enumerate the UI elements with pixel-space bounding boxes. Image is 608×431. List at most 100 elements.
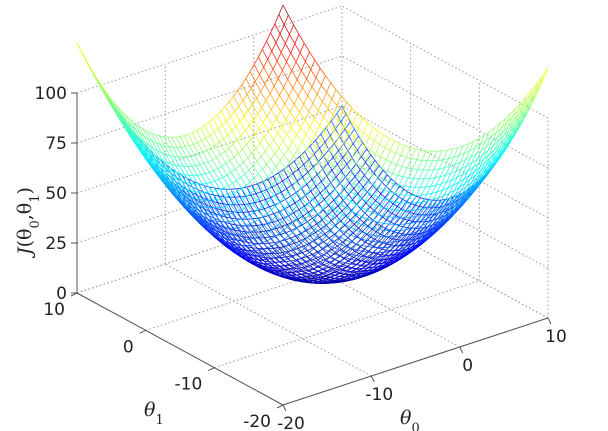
surface-mesh-segment [432,191,438,200]
surface-mesh-segment [334,189,341,195]
surface-mesh-segment [354,169,361,177]
surface-mesh-segment [309,274,316,278]
surface-mesh-segment [196,198,203,207]
surface-mesh-segment [286,134,293,143]
surface-mesh-segment [372,213,378,222]
surface-mesh-segment [229,95,234,102]
surface-mesh-segment [312,148,317,156]
surface-mesh-segment [301,257,307,262]
surface-mesh-segment [319,237,324,243]
surface-mesh-segment [517,105,524,113]
surface-mesh-segment [488,149,495,155]
surface-mesh-segment [287,148,294,157]
surface-mesh-segment [401,249,407,253]
surface-mesh-segment [174,156,179,158]
surface-mesh-segment [254,243,259,246]
surface-mesh-segment [233,193,240,202]
surface-mesh-segment [384,147,391,152]
surface-mesh-segment [474,163,479,172]
surface-mesh-segment [266,263,273,268]
surface-mesh-segment [346,167,353,173]
surface-mesh-segment [349,183,355,192]
surface-mesh-segment [265,151,272,160]
surface-mesh-segment [294,168,301,176]
surface-mesh-segment [374,239,380,242]
surface-mesh-segment [258,243,264,250]
surface-mesh-segment [300,119,306,128]
surface-mesh-segment [249,177,255,183]
surface-mesh-segment [272,222,277,229]
surface-mesh-segment [259,142,266,152]
surface-mesh-segment [370,236,376,240]
surface-mesh-segment [350,170,356,177]
surface-mesh-segment [295,214,300,220]
surface-mesh-segment [531,82,538,90]
surface-mesh-segment [442,187,449,191]
surface-mesh-segment [241,185,247,189]
surface-mesh-segment [283,148,289,156]
x-tick-mark [370,375,375,383]
surface-mesh-segment [199,215,206,223]
surface-mesh-segment [458,152,465,156]
surface-mesh-segment [201,206,206,208]
surface-mesh-segment [382,215,388,217]
surface-mesh-segment [179,165,186,176]
surface-mesh-segment [97,79,103,87]
surface-mesh-segment [246,223,251,226]
surface-mesh-segment [296,228,303,234]
surface-mesh-segment [328,123,335,131]
surface-mesh-segment [332,114,339,122]
surface-mesh-segment [489,127,496,132]
surface-mesh-segment [252,199,257,204]
surface-mesh-segment [358,118,363,129]
surface-mesh-segment [214,217,220,221]
surface-mesh-segment [299,209,304,215]
surface-mesh-segment [295,175,301,182]
surface-mesh-segment [365,202,371,208]
surface-mesh-segment [378,207,385,215]
surface-mesh-segment [319,274,326,277]
surface-mesh-segment [292,275,298,279]
surface-mesh-segment [403,238,409,245]
surface-mesh-segment [331,215,337,221]
right-wall-grid-line [341,55,549,169]
surface-mesh-segment [411,222,416,229]
x-tick-label: 10 [545,327,567,347]
surface-mesh-segment [243,208,250,216]
surface-mesh-segment [263,181,270,189]
surface-mesh-segment [286,180,293,188]
surface-mesh-segment [414,234,420,241]
surface-mesh-segment [487,141,493,151]
surface-mesh-segment [406,195,412,204]
surface-mesh-segment [471,158,478,163]
surface-mesh-segment [349,254,354,258]
surface-mesh-segment [292,232,299,238]
surface-mesh-segment [299,199,305,207]
surface-mesh-segment [228,182,233,187]
surface-mesh-segment [285,168,292,176]
surface-mesh-segment [225,227,232,235]
surface-mesh-segment [135,129,142,140]
surface-mesh-segment [191,210,198,218]
surface-mesh-segment [416,194,422,204]
surface-mesh-segment [309,145,315,155]
surface-mesh-segment [357,250,364,252]
surface-mesh-segment [390,253,397,256]
surface-mesh-segment [288,203,295,210]
surface-mesh-segment [402,167,408,177]
surface-mesh-segment [186,156,193,167]
surface-mesh-segment [351,241,357,245]
surface-mesh-segment [229,242,236,249]
surface-mesh-segment [491,136,498,143]
surface-mesh-segment [138,125,144,130]
surface-mesh-segment [277,190,284,198]
surface-mesh-segment [321,181,326,189]
surface-mesh-segment [189,183,195,185]
surface-mesh-segment [532,82,538,93]
surface-mesh-segment [383,216,389,224]
surface-mesh-segment [395,215,401,218]
surface-mesh-segment [236,239,243,246]
surface-mesh-segment [284,263,290,266]
surface-mesh-segment [181,181,188,190]
surface-mesh-segment [310,258,317,262]
